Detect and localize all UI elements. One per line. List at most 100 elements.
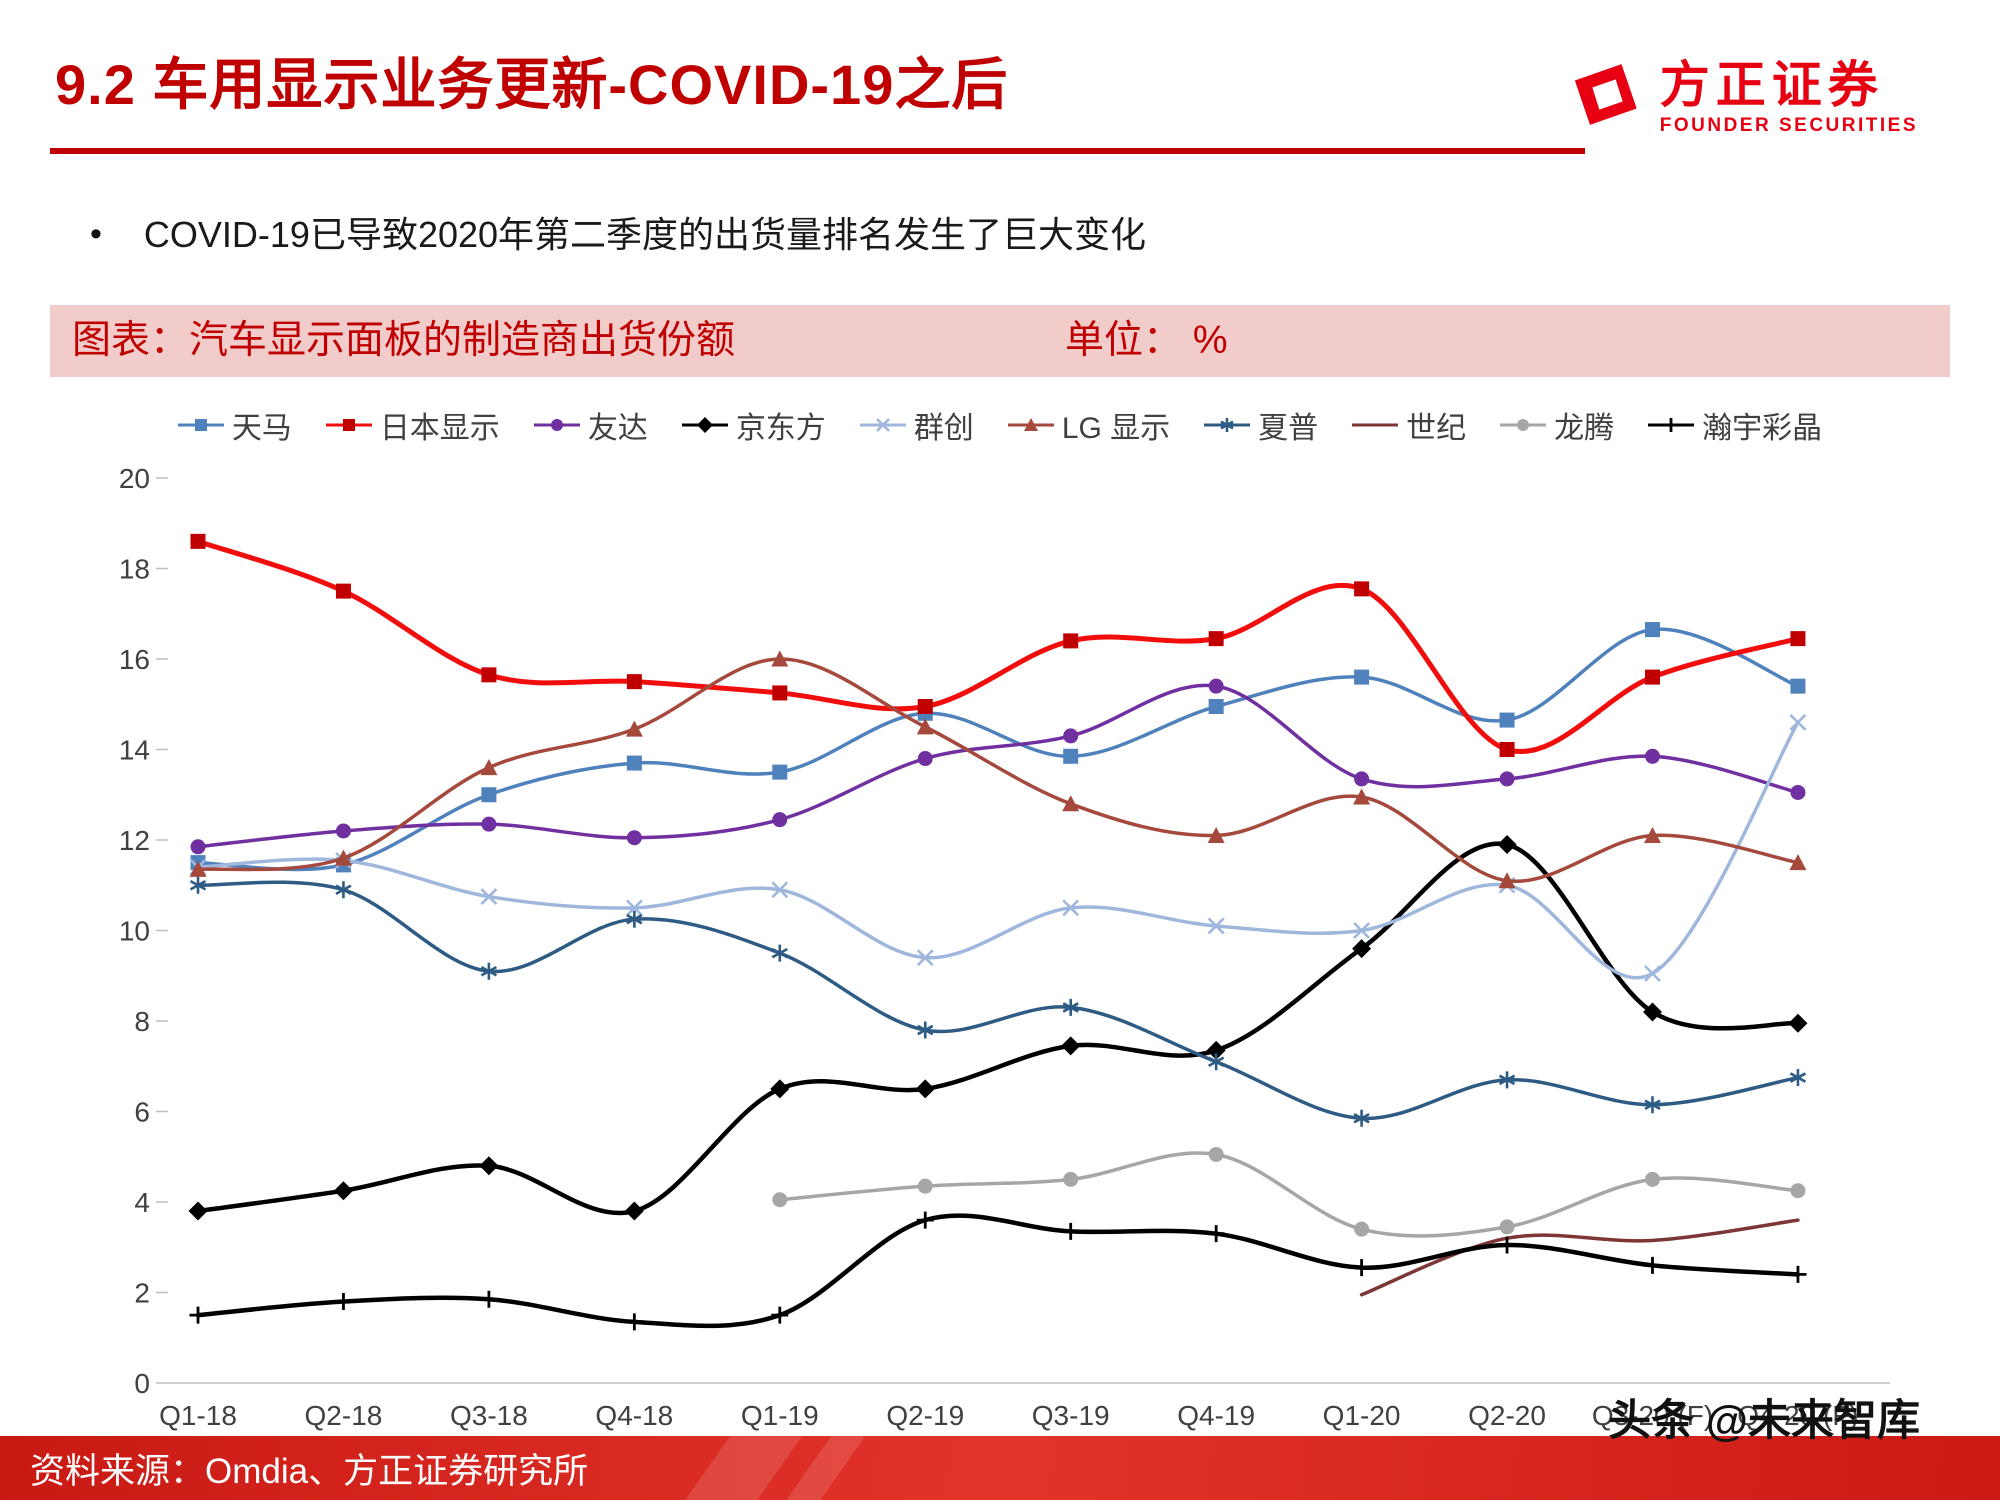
x-axis-label: Q1-19 [741,1400,819,1431]
y-axis-label: 16 [119,644,150,675]
series-marker-longteng [1790,1183,1806,1199]
series-marker-hannstar [1207,1225,1225,1243]
series-marker-lgd [771,650,789,667]
series-marker-longteng [917,1178,933,1194]
series-marker-auo [1208,678,1224,694]
y-axis-label: 8 [134,1006,150,1037]
series-marker-lgd [189,860,207,877]
series-marker-innolux [625,899,643,917]
series-marker-sharp [1062,998,1079,1016]
y-axis-label: 18 [119,554,150,585]
series-marker-longteng [772,1192,788,1208]
series-marker-auo [1790,784,1806,800]
series-line-jdi [195,538,1801,754]
series-marker-boe [333,1181,353,1201]
series-marker-auo [917,751,933,767]
y-axis-label: 10 [119,916,150,947]
series-marker-longteng [1354,1221,1370,1237]
y-axis-label: 12 [119,825,150,856]
series-line-tianma [196,627,1800,872]
chart-svg: 0 2 4 6 8 10 12 14 16 18 20 Q1-18 Q2-18 Q3-18 Q4-18 Q1-… [119,463,1890,1431]
chart-unit-label: 单位： % [1065,319,1228,362]
series-marker-auo [772,812,788,828]
legend-marker-hannstar [1648,418,1695,432]
legend-label-century: 世纪 [1406,412,1467,445]
series-marker-lgd [1062,795,1080,812]
legend-marker-auo [533,419,580,431]
y-axis-label: 6 [134,1097,150,1128]
series-line-lgd [196,657,1800,884]
legend-label-innolux: 群创 [913,412,974,445]
legend-label-auo: 友达 [587,412,648,445]
series-marker-lgd [334,849,352,866]
series-marker-boe [624,1201,644,1221]
series-marker-jdi [1063,633,1079,649]
series-marker-auo [626,830,642,846]
page-title: 9.2 车用显示业务更新-COVID-19之后 [55,53,1009,116]
legend-item-hannstar: 瀚宇彩晶 [1648,403,1822,447]
series-marker-innolux [1207,917,1225,935]
x-axis-label: Q1-18 [159,1400,237,1431]
series-marker-jdi [772,685,788,701]
series-marker-sharp [1498,1071,1516,1089]
y-axis-label: 2 [134,1278,150,1309]
series-marker-hannstar [334,1293,352,1311]
legend-marker-jdi [325,419,372,431]
series-marker-auo [1354,771,1370,787]
logo-text: 方正证券 FOUNDER SECURITIES [1660,59,1918,138]
series-marker-hannstar [916,1211,934,1229]
logo-subtitle: FOUNDER SECURITIES [1659,115,1918,137]
legend-label-boe: 京东方 [735,412,826,445]
legend-item-tianma: 天马 [177,403,292,447]
series-marker-tianma [1208,699,1224,715]
series-marker-lgd [625,720,643,737]
series-marker-boe [1497,835,1517,855]
footer-source: 资料来源：Omdia、方正证券研究所 [30,1451,589,1491]
series-marker-lgd [1644,826,1661,843]
series-marker-longteng [1208,1146,1224,1162]
series-marker-hannstar [1498,1236,1516,1254]
legend-item-innolux: 群创 [859,403,974,447]
chart-title: 图表：汽车显示面板的制造商出货份额 [72,319,736,362]
series-marker-hannstar [189,1306,207,1324]
bullet-item: • COVID-19已导致2020年第二季度的出货量排名发生了巨大变化 [90,212,1146,257]
series-marker-hannstar [1789,1265,1807,1283]
legend-label-hannstar: 瀚宇彩晶 [1702,412,1823,445]
legend-label-longteng: 龙腾 [1554,412,1615,445]
series-marker-sharp [771,944,788,962]
series-marker-tianma [1499,712,1515,728]
series-marker-jdi [1499,742,1515,757]
logo: 方正证券 FOUNDER SECURITIES [1562,56,1918,140]
x-axis-label: Q3-20 (F) [1592,1400,1713,1431]
series-marker-jdi [1790,631,1806,647]
series-marker-innolux [1353,922,1371,939]
series-marker-sharp [1353,1109,1370,1127]
series-marker-tianma [626,755,642,771]
series-marker-sharp [1644,1096,1661,1114]
legend-marker-sharp [1204,418,1251,432]
series-marker-lgd [1498,872,1516,889]
y-axis-label: 0 [134,1368,150,1399]
series-marker-auo [190,839,206,855]
legend-label-sharp: 夏普 [1258,412,1319,445]
y-axis-label: 20 [119,463,150,494]
series-marker-hannstar [1353,1259,1371,1277]
series-marker-boe [1352,939,1372,959]
series-marker-auo [335,823,351,839]
x-axis-label: Q4-19 [1177,1400,1255,1431]
bullet-dot-icon: • [90,215,102,253]
x-axis-label: Q1-20 [1323,1400,1401,1431]
x-axis-label: Q3-18 [450,1400,528,1431]
series-marker-lgd [1353,788,1371,805]
series-marker-sharp [1208,1053,1225,1071]
series-marker-innolux [1789,713,1807,731]
series-marker-sharp [189,876,207,894]
series-marker-boe [770,1079,790,1099]
series-marker-longteng [1063,1171,1079,1187]
chart: 天马 日本显示 友达 京东方 群创 LG 显示 夏普 世纪 龙腾 瀚宇彩晶 0 2 4 6 8 10 12 14… [50,402,1950,1433]
series-marker-boe [915,1079,935,1099]
y-axis-label: 4 [134,1187,150,1218]
series-marker-sharp [335,881,352,899]
series-marker-lgd [1207,826,1225,843]
series-marker-boe [1788,1013,1808,1033]
